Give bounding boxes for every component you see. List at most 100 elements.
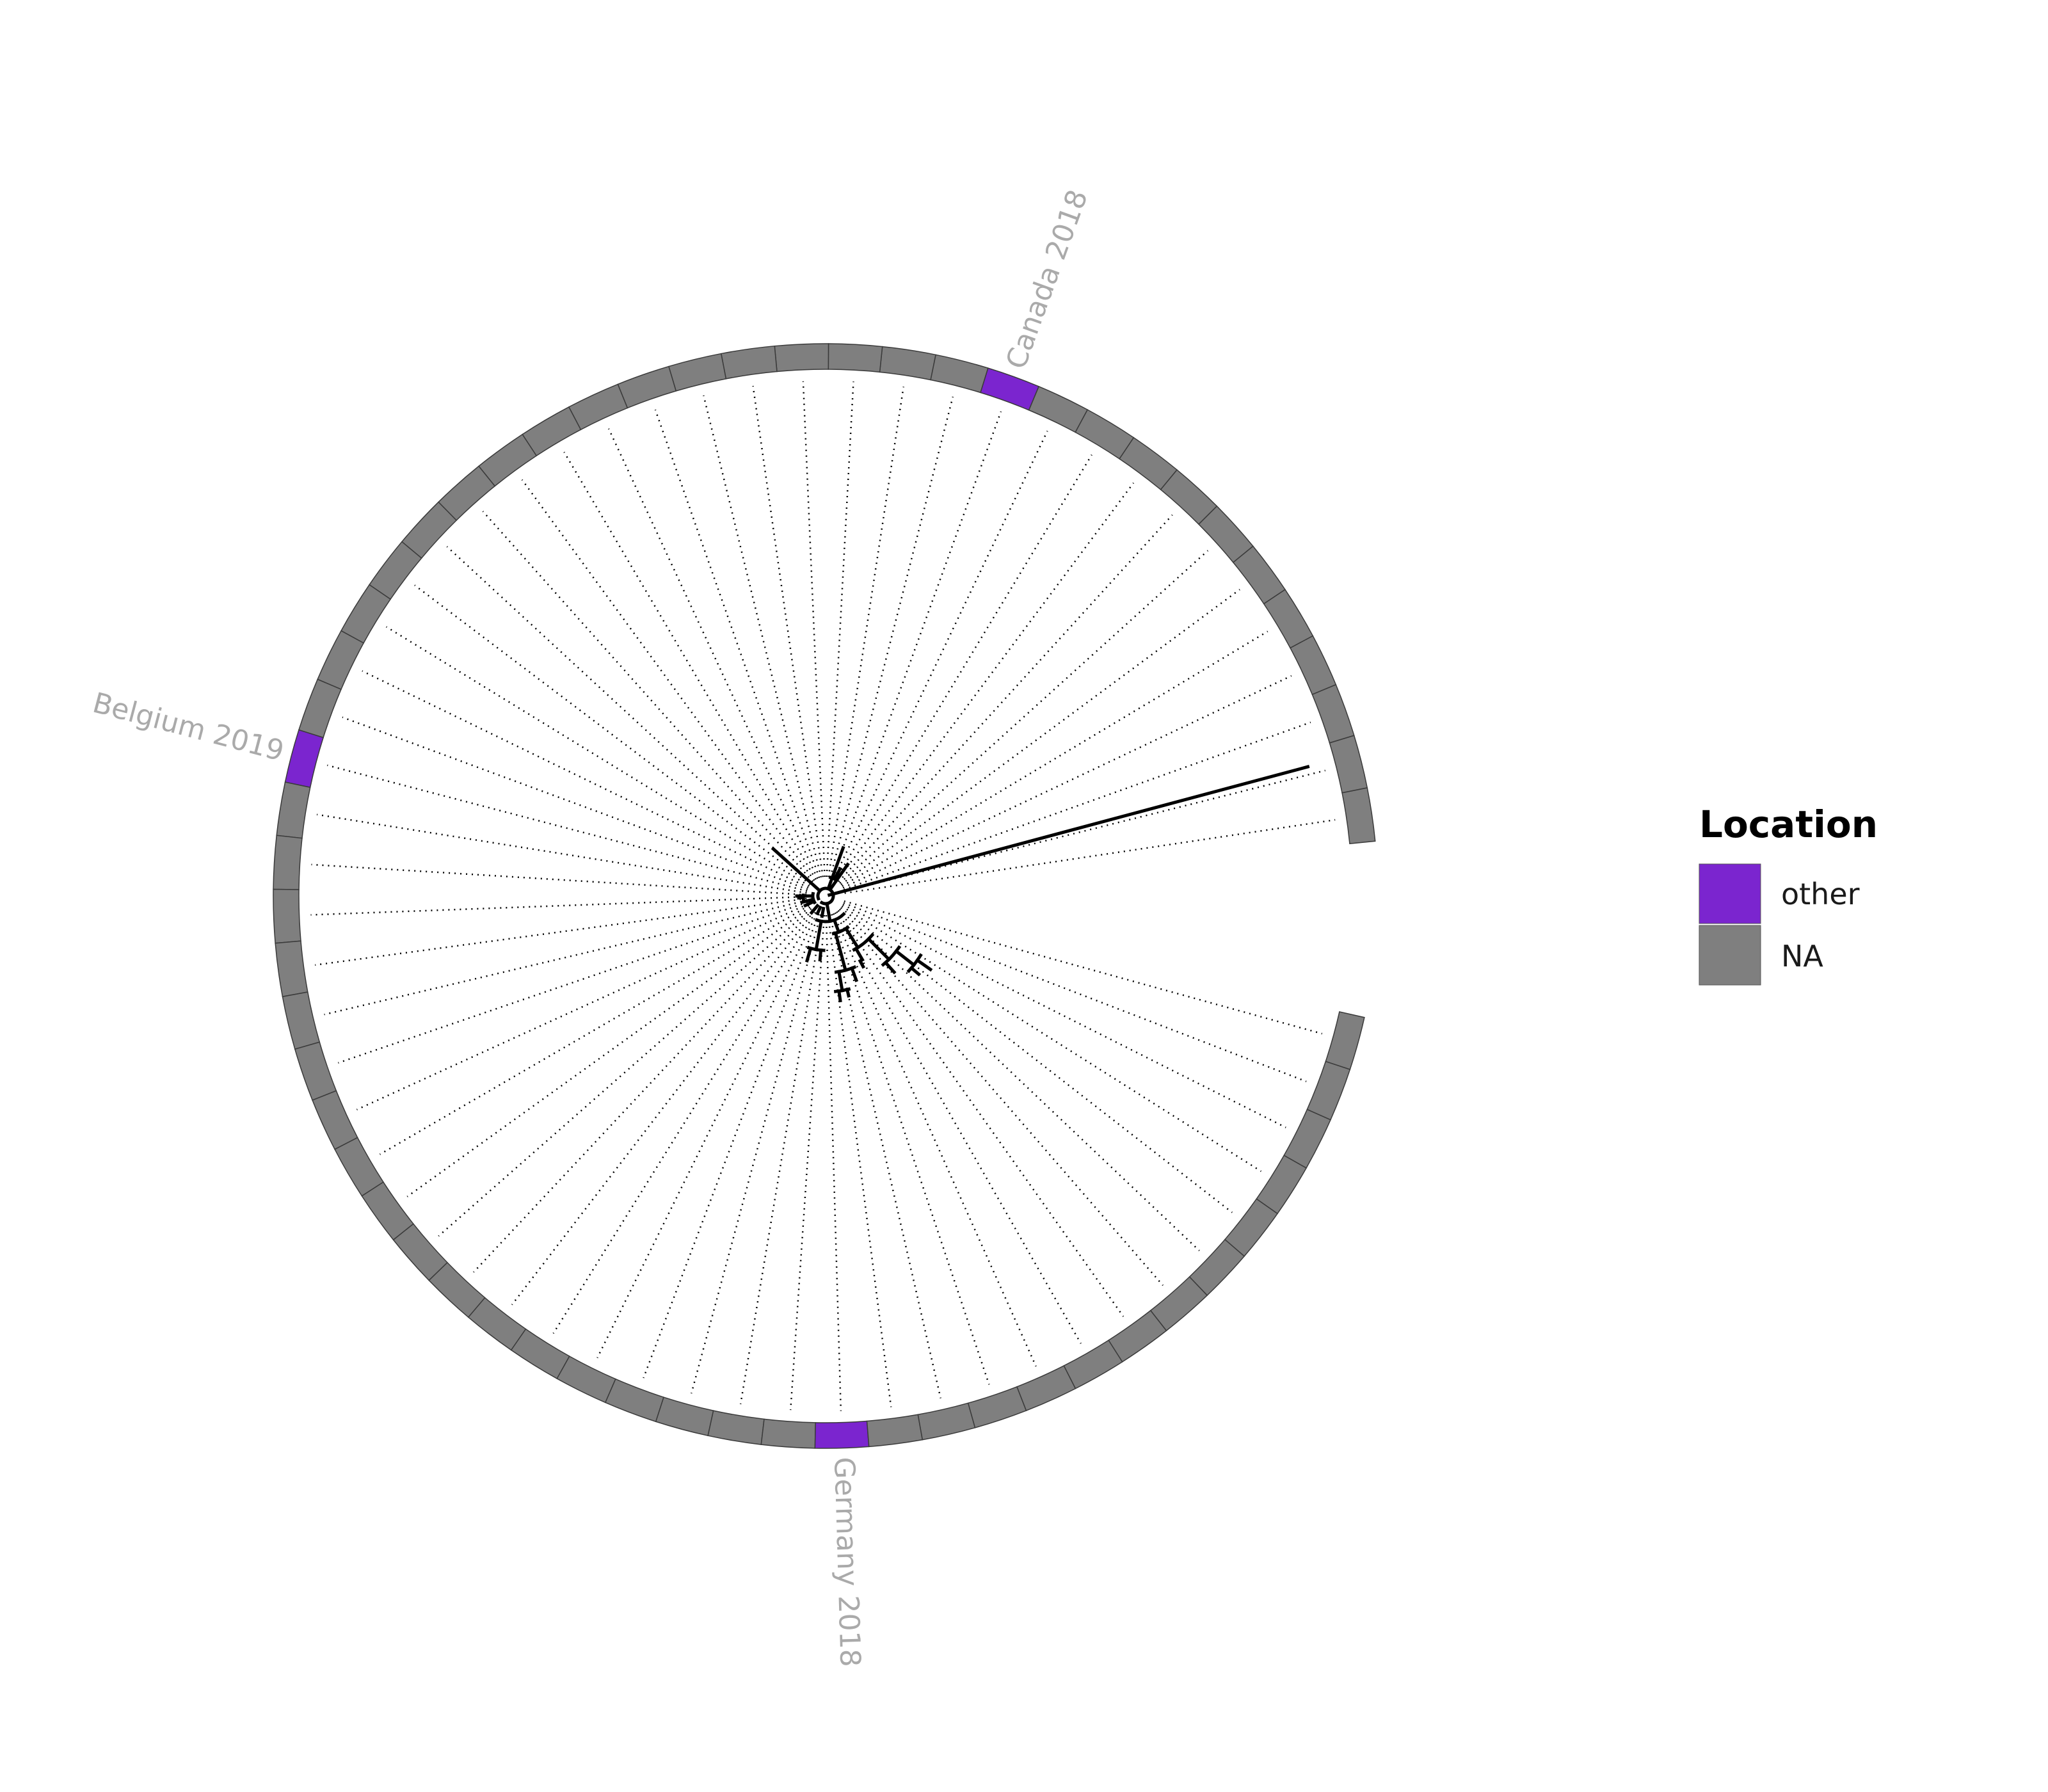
ring-segment: [317, 630, 365, 691]
tip-guide-line: [844, 819, 1336, 894]
ring-segment: [1341, 787, 1376, 845]
tip-guide-line: [752, 385, 824, 877]
tip-guide-line: [827, 915, 892, 1407]
tree-branch: [833, 931, 848, 972]
ring-segment: [273, 888, 301, 944]
ring-segment: [556, 1356, 616, 1404]
tree-branch: [825, 901, 832, 924]
tip-guide-line: [839, 550, 1209, 884]
tip-guide-line: [836, 911, 1124, 1317]
tree-branch: [814, 919, 823, 952]
tip-guide-line: [315, 897, 807, 966]
tip-guide-line: [843, 902, 1307, 1082]
ring-segment: [1075, 409, 1135, 460]
tip-guide-line: [790, 915, 826, 1411]
tip-guide-line: [414, 584, 811, 885]
tip-guide-line: [739, 915, 824, 1405]
tip-guide-line: [311, 863, 807, 896]
ring-segment: [980, 367, 1040, 411]
ring-segment: [1325, 1011, 1365, 1070]
tip-guide-line: [844, 769, 1326, 892]
legend-title: Location: [1699, 803, 1878, 846]
tip-guide-line: [654, 409, 820, 879]
ring-segment: [668, 353, 727, 392]
ring-segment: [760, 1418, 816, 1449]
tip-guide-line: [837, 909, 1164, 1286]
tree-branch: [866, 936, 892, 962]
tip-label: Canada 2018: [1000, 186, 1094, 373]
tip-guide-line: [337, 901, 808, 1064]
ring-segment: [1311, 684, 1355, 744]
tree-branch: [854, 946, 865, 963]
tree-branches: [771, 765, 1310, 1003]
tree-branch: [844, 926, 860, 950]
ring-segment: [1329, 735, 1368, 794]
tip-guide-line: [362, 670, 809, 889]
legend: Location other NA: [1699, 803, 1878, 986]
location-ring: [273, 343, 1376, 1449]
tip-guide-line: [482, 511, 813, 883]
tip-guide-line: [829, 914, 941, 1398]
tip-guide-line: [379, 904, 810, 1155]
ring-segment: [828, 343, 883, 373]
ring-segment: [284, 729, 324, 788]
tree-branch: [915, 957, 933, 972]
tip-guide-line: [834, 912, 1082, 1344]
tree-branch: [826, 845, 845, 890]
tip-label: Belgium 2019: [90, 687, 287, 768]
tree-branch-arc: [906, 953, 923, 973]
tip-guide-line: [356, 903, 809, 1110]
tip-guide-line: [833, 913, 1037, 1367]
tip-guide-line: [342, 716, 808, 890]
tree-branch: [809, 903, 820, 915]
tree-branch: [837, 989, 842, 1003]
tree-branch: [771, 846, 822, 893]
legend-swatch-na: [1699, 925, 1761, 986]
tip-guide-line: [838, 514, 1173, 883]
tree-branch: [893, 948, 916, 968]
tip-guide-line: [829, 396, 954, 878]
tip-guide-line: [840, 907, 1233, 1213]
tip-guide-line: [511, 911, 815, 1306]
tip-guide-line: [596, 913, 818, 1359]
ring-segment: [879, 346, 936, 381]
ring-segment: [617, 365, 677, 409]
tree-branch-arc: [806, 945, 826, 952]
tip-guide-line: [703, 395, 822, 878]
tree-branch-arc: [881, 945, 902, 967]
ring-segment: [294, 1041, 337, 1101]
tip-guide-line: [842, 675, 1292, 889]
tip-guide-line: [643, 913, 820, 1379]
tree-branch: [803, 899, 817, 908]
tree-branch: [909, 965, 922, 977]
ring-segment: [814, 1420, 870, 1449]
ring-segment: [655, 1396, 714, 1437]
tip-guide-line: [841, 905, 1262, 1172]
ring-segment: [1283, 1108, 1331, 1169]
tip-guide-line: [838, 908, 1200, 1252]
tip-guide-line: [844, 900, 1323, 1035]
ring-segment: [930, 354, 989, 394]
tree-branch-arc: [833, 987, 851, 993]
ring-segment: [917, 1402, 976, 1441]
tree-branch-arc: [815, 911, 846, 924]
ring-segment: [707, 1410, 765, 1445]
tip-guide-line: [438, 908, 812, 1237]
ring-segment: [273, 835, 303, 890]
tip-guide-line: [828, 387, 905, 877]
tip-guide-line: [840, 589, 1240, 886]
tip-guide-line: [327, 764, 808, 892]
tree-branch: [849, 966, 859, 982]
tip-guide-line: [831, 914, 990, 1385]
tree-branch: [800, 897, 815, 904]
tip-guide-line: [563, 451, 817, 880]
tip-guide-line: [473, 909, 813, 1273]
tip-guide-line: [802, 381, 826, 877]
legend-swatch-other: [1699, 863, 1761, 924]
tree-branch: [836, 970, 844, 993]
tip-guide-line: [521, 479, 815, 881]
ring-segment: [1028, 385, 1089, 433]
ring-segment: [720, 345, 778, 380]
tip-guide-line: [842, 630, 1268, 887]
